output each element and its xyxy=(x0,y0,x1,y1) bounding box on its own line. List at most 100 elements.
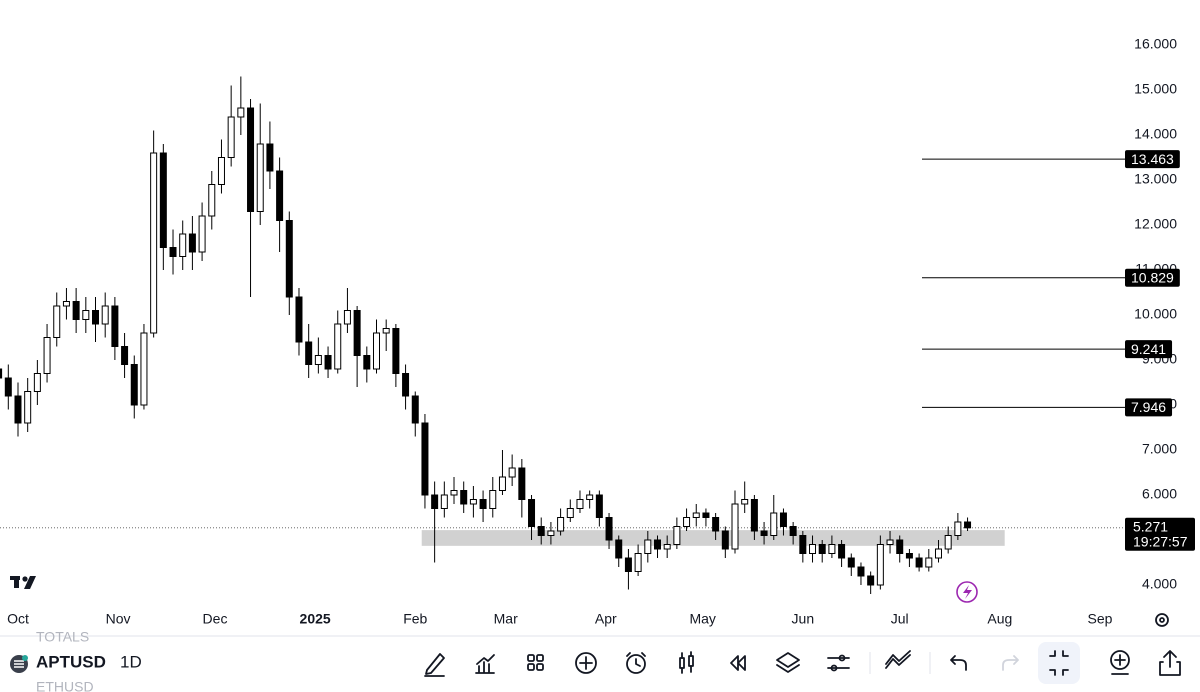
settings-icon[interactable] xyxy=(1155,613,1169,627)
add[interactable] xyxy=(575,652,597,674)
candle-body xyxy=(537,526,545,536)
candle-body xyxy=(450,490,458,496)
x-tick-label: 2025 xyxy=(300,611,331,627)
layers[interactable] xyxy=(776,652,800,673)
candle-body xyxy=(683,517,691,527)
candle-body xyxy=(4,377,12,397)
redo[interactable] xyxy=(1002,655,1019,671)
candle-body xyxy=(799,535,807,554)
y-tick-label: 16.000 xyxy=(1134,36,1177,52)
candle-body xyxy=(111,305,119,347)
interval[interactable]: 1D xyxy=(120,652,142,671)
y-tick-label: 6.000 xyxy=(1142,486,1177,502)
candle-body xyxy=(576,499,584,509)
candle-body xyxy=(421,422,429,496)
x-tick-label: Sep xyxy=(1088,611,1113,627)
candle-body xyxy=(334,323,342,370)
candle-body xyxy=(809,544,817,554)
alert[interactable] xyxy=(626,652,646,674)
candle-body xyxy=(198,215,206,253)
candle-body xyxy=(615,539,623,559)
candle-body xyxy=(896,539,904,554)
y-tick-label: 10.000 xyxy=(1134,306,1177,322)
fullscreen-toggle[interactable] xyxy=(1038,642,1080,684)
candle-body xyxy=(915,557,923,568)
level-label: 13.463 xyxy=(1131,151,1174,167)
candle-body xyxy=(673,526,681,545)
x-tick-label: Jul xyxy=(891,611,909,627)
candle-body xyxy=(876,544,884,586)
candle-body xyxy=(905,553,913,559)
drawing-tool[interactable] xyxy=(424,653,445,677)
candle-body xyxy=(247,107,255,212)
candle-body xyxy=(508,467,516,478)
level-label-bg xyxy=(1125,398,1173,417)
candle-body xyxy=(964,521,972,529)
candle-body xyxy=(460,490,468,505)
candle-body xyxy=(818,544,826,554)
replay-icon[interactable] xyxy=(956,581,978,603)
candle-body xyxy=(159,152,167,248)
candle-body xyxy=(741,499,749,505)
candle-body xyxy=(828,544,836,554)
symbol[interactable]: APTUSD xyxy=(36,652,106,671)
candle-body xyxy=(750,499,758,532)
candle-body xyxy=(857,566,865,577)
candle-body xyxy=(382,328,390,334)
chart-type[interactable] xyxy=(679,651,694,674)
tv-logo xyxy=(10,576,36,589)
add-indicator[interactable] xyxy=(1110,650,1130,675)
y-tick-label: 4.000 xyxy=(1142,576,1177,592)
replay[interactable] xyxy=(730,655,746,671)
candle-body xyxy=(314,355,322,365)
support-zone xyxy=(421,530,1005,546)
candle-body xyxy=(595,494,603,518)
candle-body xyxy=(586,494,594,500)
candle-body xyxy=(121,346,129,365)
candle-body xyxy=(43,337,51,374)
level-label: 7.946 xyxy=(1131,399,1166,415)
candle-body xyxy=(266,143,274,172)
candle-body xyxy=(343,310,351,325)
candle-body xyxy=(188,233,196,253)
candle-body xyxy=(372,332,380,370)
candle-body xyxy=(169,247,177,257)
candle-body xyxy=(838,544,846,559)
x-tick-label: Apr xyxy=(595,611,617,627)
candle-body xyxy=(150,152,158,334)
level-label: 10.829 xyxy=(1131,269,1174,285)
level-label-bg xyxy=(1125,150,1180,169)
share[interactable] xyxy=(1159,650,1181,676)
candle-body xyxy=(305,341,313,365)
symbol-icon xyxy=(10,655,28,673)
candle-body xyxy=(227,116,235,158)
x-tick-label: Mar xyxy=(494,611,518,627)
layouts[interactable] xyxy=(527,654,544,671)
candle-body xyxy=(14,395,22,424)
last-price-bg xyxy=(1125,517,1195,551)
candle-body xyxy=(440,494,448,509)
candle-body xyxy=(489,490,497,509)
candle-body xyxy=(179,233,187,257)
indicators[interactable] xyxy=(475,654,495,674)
x-tick-label: Oct xyxy=(7,611,29,627)
candle-body xyxy=(692,512,700,518)
candle-body xyxy=(867,575,875,586)
settings[interactable] xyxy=(827,654,850,672)
candle-body xyxy=(925,557,933,568)
candle-body xyxy=(0,368,3,379)
candle-body xyxy=(847,557,855,568)
x-tick-label: Feb xyxy=(403,611,427,627)
compare[interactable] xyxy=(885,650,911,669)
candle-body xyxy=(92,310,100,325)
candle-body xyxy=(411,395,419,424)
watchlist-prev[interactable]: TOTALS xyxy=(36,629,89,645)
x-tick-label: May xyxy=(689,611,715,627)
candle-body xyxy=(731,503,739,550)
last-price-label: 5.271 xyxy=(1133,519,1168,535)
watchlist-next[interactable]: ETHUSD xyxy=(36,679,94,692)
undo[interactable] xyxy=(950,655,967,671)
candle-body xyxy=(353,310,361,356)
